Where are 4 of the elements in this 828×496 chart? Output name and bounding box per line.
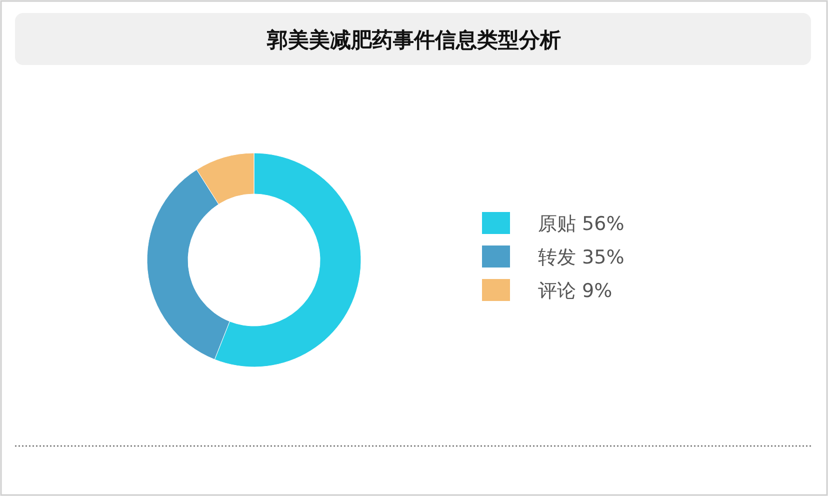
chart-title: 郭美美减肥药事件信息类型分析	[266, 28, 561, 52]
legend-label: 评论 9%	[538, 280, 612, 302]
legend-label: 原贴 56%	[538, 213, 624, 235]
legend-label: 转发 35%	[538, 246, 624, 268]
